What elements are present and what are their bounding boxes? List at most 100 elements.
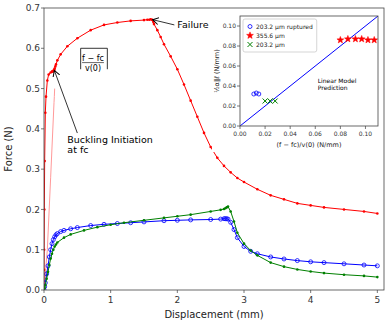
annotation: Linear ModelPrediction	[318, 77, 357, 91]
point	[254, 91, 258, 95]
point	[163, 217, 166, 220]
point	[322, 261, 326, 265]
x-tick-label: 0	[41, 295, 47, 305]
point	[283, 198, 286, 201]
point	[363, 275, 366, 278]
point	[45, 277, 48, 280]
point	[229, 220, 233, 224]
plot-frame	[44, 8, 384, 290]
x-tick-label: 0.00	[233, 130, 247, 137]
point	[45, 95, 48, 98]
point	[49, 257, 52, 260]
y-axis-label: ½α∥ℓ (N/mm)	[213, 49, 221, 92]
point	[282, 257, 286, 261]
y-tick	[41, 290, 44, 291]
x-tick	[265, 126, 266, 129]
point	[344, 35, 351, 42]
point	[56, 241, 59, 244]
x-axis-label: Displacement (mm)	[164, 309, 263, 320]
x-tick-label: 3	[241, 295, 247, 305]
point	[196, 115, 199, 118]
point	[159, 36, 162, 39]
point	[233, 220, 236, 223]
point	[47, 271, 50, 274]
point	[55, 63, 58, 66]
point	[48, 264, 51, 267]
point	[59, 53, 62, 56]
x-axis-label: (f − fc)/v(0) (N/mm)	[277, 141, 342, 149]
point	[236, 231, 239, 234]
point	[269, 194, 272, 197]
legend-symbol	[248, 25, 252, 29]
chart-1: 0.000.020.040.060.080.100.000.020.040.06…	[212, 12, 382, 152]
point	[283, 265, 286, 268]
y-tick	[41, 8, 44, 9]
point	[375, 264, 379, 268]
y-tick-label: 0.08	[223, 42, 237, 49]
y-tick-label: 0.3	[26, 164, 40, 174]
point	[232, 228, 236, 232]
point	[263, 99, 268, 104]
x-tick-label: 4	[308, 295, 314, 305]
point	[163, 43, 166, 46]
point	[109, 223, 112, 226]
point	[189, 218, 193, 222]
series-line	[44, 207, 377, 290]
point	[376, 276, 379, 279]
point	[323, 272, 326, 275]
point	[342, 262, 346, 266]
point	[123, 221, 126, 224]
point	[343, 273, 346, 276]
x-tick-label: 1	[108, 295, 114, 305]
slope-fraction: f − fcv(0)	[82, 54, 104, 74]
y-tick	[237, 26, 240, 27]
legend-box	[243, 19, 317, 52]
fraction-numerator: f − fc	[82, 54, 104, 63]
point	[269, 261, 272, 264]
y-tick-label: 0.6	[26, 43, 41, 53]
y-tick-label: 0.02	[223, 102, 237, 109]
y-tick	[41, 249, 44, 250]
y-tick-label: 0.04	[223, 82, 237, 89]
point	[209, 146, 212, 149]
x-tick	[315, 126, 316, 129]
point	[44, 111, 47, 114]
point	[309, 270, 312, 273]
plot-frame	[240, 16, 378, 126]
point	[273, 99, 278, 104]
point	[176, 68, 179, 71]
point	[169, 55, 172, 58]
point	[75, 226, 79, 230]
point	[219, 209, 222, 212]
point	[83, 229, 86, 232]
point	[256, 254, 259, 257]
point	[209, 210, 212, 213]
point	[229, 171, 232, 174]
point	[249, 249, 252, 252]
x-tick	[244, 290, 245, 293]
legend-item: 203.2 μm ruptured	[248, 23, 313, 31]
x-tick	[340, 126, 341, 129]
y-tick-label: 0.0	[26, 285, 41, 295]
point	[143, 219, 146, 222]
annotation-arrow	[153, 20, 175, 25]
inset-background	[212, 12, 382, 152]
point	[183, 83, 186, 86]
point	[376, 212, 379, 215]
plot-background	[44, 8, 384, 290]
y-tick	[237, 86, 240, 87]
text-line: Failure	[177, 19, 208, 30]
point	[371, 36, 378, 43]
point	[176, 215, 179, 218]
point	[352, 35, 359, 42]
legend-symbol	[248, 42, 253, 47]
point	[103, 24, 106, 27]
point	[358, 35, 365, 42]
point	[46, 79, 49, 82]
legend: 203.2 μm ruptured355.6 μm203.2 μm	[243, 19, 317, 52]
point	[229, 210, 232, 213]
point	[156, 29, 159, 32]
point	[162, 219, 166, 223]
y-tick	[41, 128, 44, 129]
point	[89, 29, 92, 32]
